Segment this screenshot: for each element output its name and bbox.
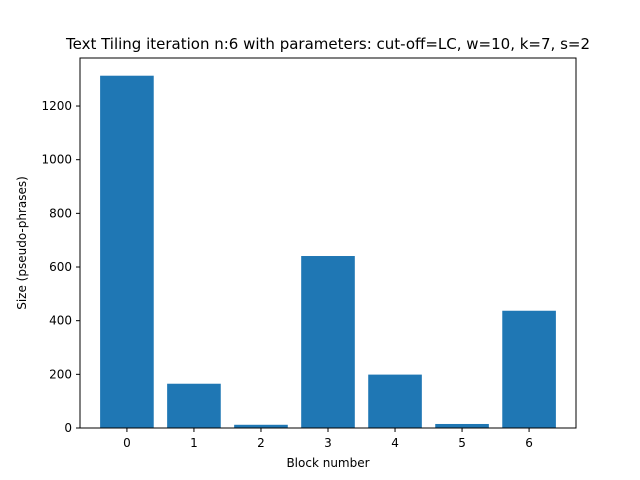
x-tick-label: 4: [391, 436, 399, 450]
plot-frame: [79, 57, 577, 429]
y-tick-label: 200: [49, 367, 72, 381]
bar-0: [100, 75, 154, 428]
y-tick-label: 800: [49, 206, 72, 220]
x-tick-label: 3: [324, 436, 332, 450]
y-tick-label: 0: [64, 421, 72, 435]
y-tick-label: 1200: [41, 99, 72, 113]
bar-2: [234, 424, 288, 428]
x-axis-label: Block number: [286, 456, 369, 470]
x-tick-label: 5: [458, 436, 466, 450]
y-axis-ticks: 0 200 400 600 800 1000 1200: [41, 99, 80, 435]
bar-1: [167, 383, 221, 428]
x-tick-label: 6: [525, 436, 533, 450]
bar-5: [435, 423, 489, 428]
x-tick-label: 2: [257, 436, 265, 450]
bars-group: [100, 75, 556, 428]
x-tick-label: 0: [123, 436, 131, 450]
y-axis-label: Size (pseudo-phrases): [15, 176, 29, 310]
chart-title: Text Tiling iteration n:6 with parameter…: [65, 35, 590, 53]
x-tick-label: 1: [190, 436, 198, 450]
bar-4: [368, 374, 422, 428]
y-tick-label: 600: [49, 260, 72, 274]
y-tick-label: 400: [49, 314, 72, 328]
bar-6: [502, 310, 556, 428]
y-tick-label: 1000: [41, 153, 72, 167]
x-axis-ticks: 0 1 2 3 4 5 6: [123, 428, 533, 450]
bar-3: [301, 256, 355, 428]
